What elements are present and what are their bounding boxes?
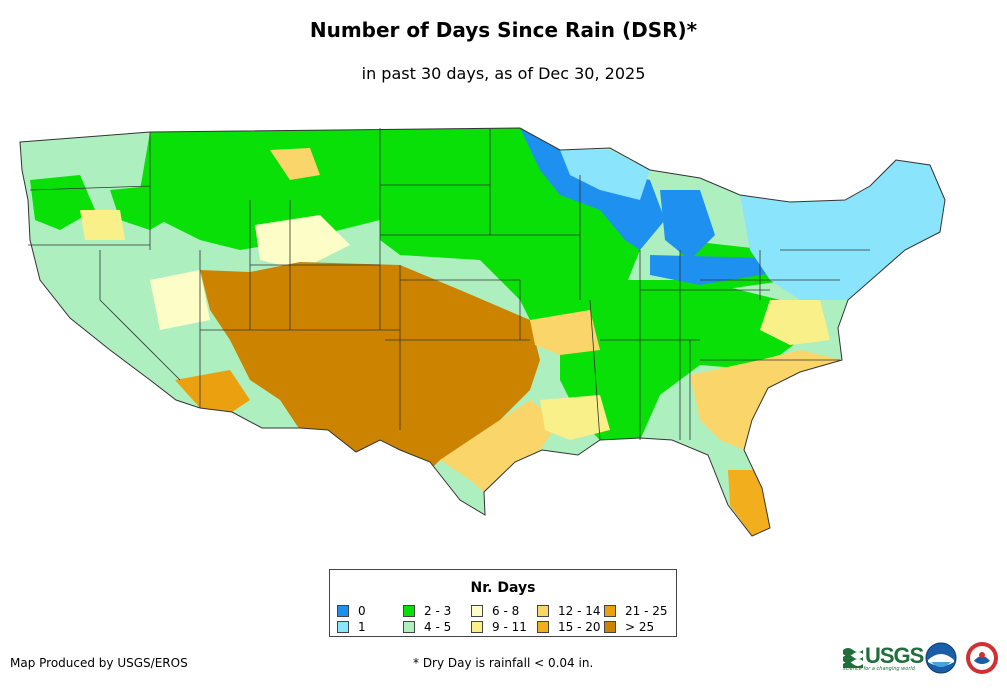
legend-swatch xyxy=(537,605,549,617)
conus-dsr-map xyxy=(19,127,946,537)
usgs-tagline: science for a changing world xyxy=(843,666,915,672)
region-northeast-1 xyxy=(740,160,945,300)
legend-item-4-5: 4 - 5 xyxy=(403,621,451,633)
legend-item-0: 0 xyxy=(337,605,366,617)
dry-day-footnote: * Dry Day is rainfall < 0.04 in. xyxy=(413,656,594,670)
usgs-logo-icon: USGS science for a changing world xyxy=(843,640,924,674)
state-lines-central xyxy=(380,128,601,441)
legend-swatch xyxy=(471,605,483,617)
region-tx-coast-12-14 xyxy=(440,400,560,492)
legend-item-gt-25: > 25 xyxy=(604,621,654,633)
region-ar-12-14 xyxy=(530,310,600,355)
legend-swatch xyxy=(604,605,616,617)
nws-logo-icon xyxy=(966,642,998,674)
state-lines-east xyxy=(600,249,870,440)
region-idaho-2-3 xyxy=(110,185,175,230)
legend-swatch xyxy=(337,605,349,617)
legend-item-9-11: 9 - 11 xyxy=(471,621,527,633)
state-lines-west xyxy=(28,128,400,408)
region-mn-1 xyxy=(560,150,650,200)
agency-logos: USGS science for a changing world xyxy=(843,640,1003,680)
map-title: Number of Days Since Rain (DSR)* xyxy=(309,18,698,42)
region-florida-15-20 xyxy=(728,470,770,536)
producer-credit: Map Produced by USGS/EROS xyxy=(10,656,188,670)
legend: Nr. Days 0 1 2 - 3 4 - 5 6 - 8 9 - 11 12… xyxy=(329,569,677,637)
region-or-yellow xyxy=(80,210,125,240)
legend-item-6-8: 6 - 8 xyxy=(471,605,519,617)
region-la-9-11 xyxy=(540,395,610,440)
us-outline xyxy=(19,127,946,537)
legend-item-21-25: 21 - 25 xyxy=(604,605,668,617)
region-ohio-valley-0 xyxy=(650,255,790,285)
legend-item-12-14: 12 - 14 xyxy=(537,605,601,617)
legend-swatch xyxy=(604,621,616,633)
legend-swatch xyxy=(537,621,549,633)
region-mt-yellow xyxy=(270,148,320,180)
noaa-logo-icon xyxy=(925,642,957,674)
legend-item-1: 1 xyxy=(337,621,366,633)
legend-title: Nr. Days xyxy=(470,580,536,596)
region-nv-yellow xyxy=(150,270,210,330)
region-wy-yellow xyxy=(255,215,350,270)
usgs-wordmark: USGS xyxy=(865,643,924,668)
legend-swatch xyxy=(337,621,349,633)
region-michigan-0 xyxy=(660,190,715,260)
legend-swatch xyxy=(471,621,483,633)
legend-item-15-20: 15 - 20 xyxy=(537,621,601,633)
legend-swatch xyxy=(403,621,415,633)
map-subtitle: in past 30 days, as of Dec 30, 2025 xyxy=(361,64,646,83)
region-southern-plains-gt25 xyxy=(200,262,540,480)
region-az-21-25 xyxy=(175,370,250,412)
legend-swatch xyxy=(403,605,415,617)
region-va-9-11 xyxy=(760,300,830,345)
region-great-lakes-0 xyxy=(520,128,665,250)
legend-item-2-3: 2 - 3 xyxy=(403,605,451,617)
region-carolinas-12-14 xyxy=(690,350,842,450)
